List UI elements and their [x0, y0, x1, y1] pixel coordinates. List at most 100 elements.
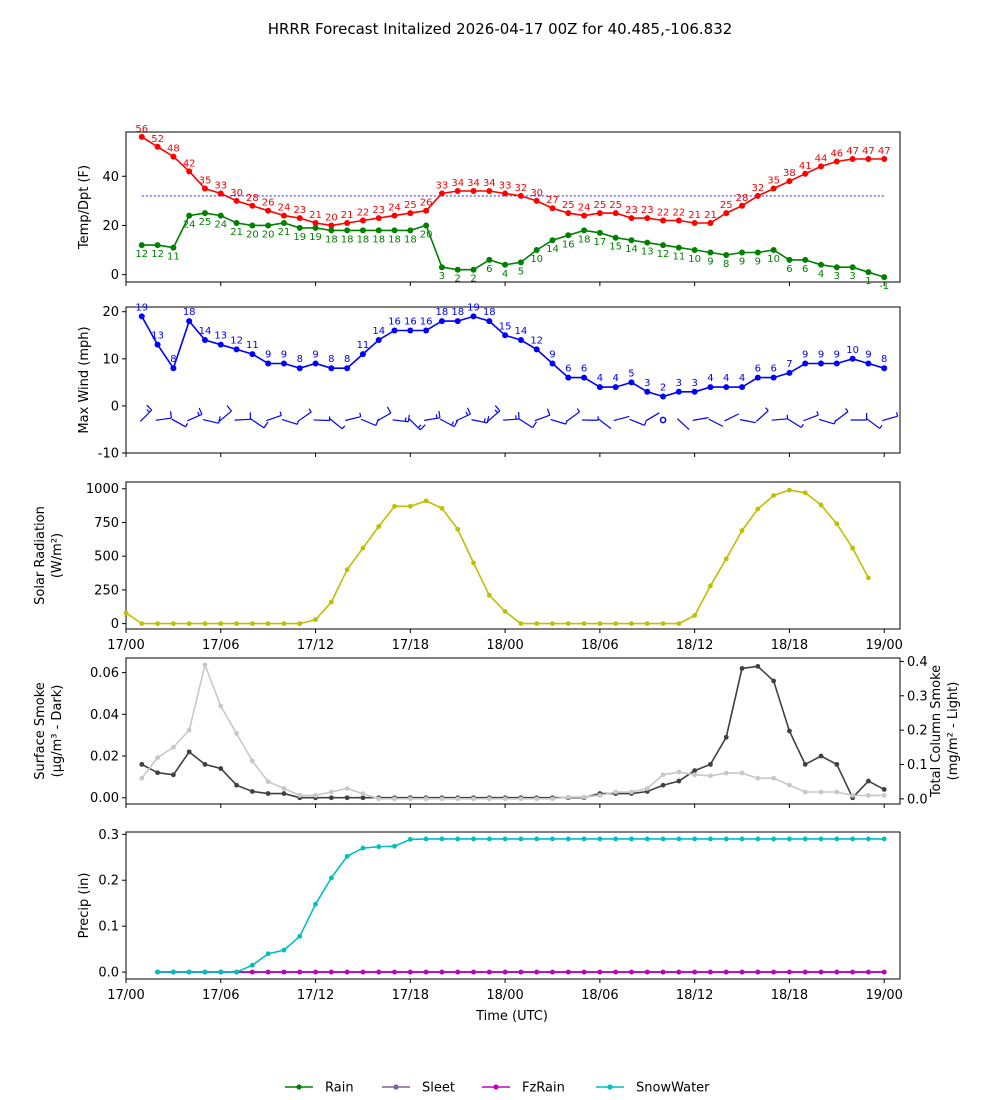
- data-point: [486, 592, 492, 598]
- y-tick-label: 40: [102, 170, 119, 185]
- data-point: [265, 621, 271, 627]
- data-point: [676, 969, 682, 975]
- x-tick-label: 18/12: [676, 638, 713, 653]
- data-point: [471, 836, 476, 842]
- data-label: 4: [612, 373, 618, 384]
- y-tick-label: 0.3: [98, 828, 119, 843]
- wind-barb: [787, 418, 802, 428]
- data-point: [423, 836, 429, 842]
- data-point: [296, 365, 303, 372]
- data-point: [754, 192, 761, 199]
- data-label: 30: [530, 188, 543, 199]
- data-point: [707, 384, 714, 391]
- data-label: 30: [230, 188, 243, 199]
- data-point: [392, 503, 397, 509]
- data-point: [360, 795, 366, 801]
- data-point: [581, 969, 587, 975]
- x-tick-label: 17/12: [297, 988, 334, 1003]
- data-point: [692, 836, 698, 842]
- wind-barb-half-flag: [451, 421, 455, 426]
- data-point: [502, 836, 508, 842]
- data-label: 16: [562, 239, 575, 250]
- wind-barb: [518, 418, 533, 429]
- y-tick-label: 500: [94, 550, 119, 565]
- legend-marker: [607, 1084, 613, 1090]
- data-point: [708, 969, 713, 975]
- wind-barb: [818, 418, 835, 425]
- data-point: [739, 202, 746, 209]
- data-point: [660, 217, 667, 224]
- wind-barb: [629, 418, 645, 426]
- wind-barb-half-flag: [643, 421, 647, 426]
- wind-barb-flag: [218, 416, 221, 424]
- data-point: [787, 728, 792, 734]
- data-point: [154, 341, 161, 348]
- data-point: [344, 795, 350, 801]
- x-tick-label: 17/06: [202, 988, 239, 1003]
- data-point: [376, 524, 382, 529]
- data-point: [771, 678, 777, 684]
- data-point: [644, 786, 650, 791]
- y-axis-unit: (µg/m³ - Dark): [50, 685, 65, 778]
- data-point: [392, 843, 397, 849]
- data-point: [423, 207, 430, 214]
- data-label: 12: [230, 335, 243, 346]
- data-point: [313, 969, 318, 975]
- data-point: [313, 793, 318, 798]
- data-point: [818, 360, 825, 367]
- data-label: 18: [183, 307, 196, 318]
- data-point: [296, 215, 303, 222]
- data-point: [802, 360, 809, 367]
- data-point: [328, 365, 335, 372]
- data-point: [486, 969, 492, 975]
- series-line: [125, 489, 870, 625]
- data-point: [818, 502, 824, 508]
- data-point: [233, 346, 240, 353]
- data-point: [312, 219, 319, 226]
- data-point: [629, 836, 634, 842]
- legend-item-fzrain: FzRain: [482, 1081, 565, 1096]
- data-point: [565, 374, 572, 381]
- data-point: [739, 836, 745, 842]
- data-point: [676, 769, 682, 775]
- x-tick-label: 17/18: [392, 638, 429, 653]
- data-point: [581, 836, 587, 842]
- data-point: [217, 341, 224, 348]
- wind-barb: [534, 414, 551, 422]
- data-label: 3: [644, 378, 650, 389]
- data-label: 56: [135, 124, 148, 135]
- data-point: [265, 969, 271, 975]
- data-point: [281, 791, 287, 796]
- data-point: [313, 617, 318, 622]
- data-label: 3: [439, 271, 445, 282]
- legend-marker: [296, 1084, 302, 1090]
- data-label: 25: [720, 200, 733, 211]
- data-point: [201, 185, 208, 192]
- data-label: 4: [597, 373, 603, 384]
- panel-3: 17/00 17/06 17/12 17/18 18/00 18/06 18/12 18/18…: [33, 481, 903, 653]
- wind-barb-half-flag: [576, 408, 581, 413]
- data-point: [818, 163, 825, 170]
- data-point: [612, 210, 619, 217]
- data-label: 3: [849, 271, 855, 282]
- svg-text:Total Column Smoke(mg/m² - Lig: Total Column Smoke (mg/m² - Light): [929, 665, 961, 798]
- data-label: 14: [199, 326, 212, 337]
- x-tick-label: 18/06: [581, 988, 618, 1003]
- data-point: [407, 210, 414, 217]
- data-point: [454, 188, 461, 195]
- data-label: 6: [486, 264, 492, 275]
- data-label: 12: [530, 335, 543, 346]
- data-point: [328, 789, 334, 795]
- data-label: 5: [628, 368, 634, 379]
- data-point: [833, 264, 840, 271]
- data-point: [139, 775, 145, 781]
- data-point: [470, 313, 477, 320]
- data-label: 22: [672, 208, 685, 219]
- data-point: [518, 796, 524, 802]
- data-point: [471, 969, 476, 975]
- data-label: 16: [404, 317, 417, 328]
- data-label: 9: [265, 350, 271, 361]
- data-point: [834, 836, 840, 842]
- data-point: [739, 666, 745, 671]
- data-point: [438, 264, 445, 271]
